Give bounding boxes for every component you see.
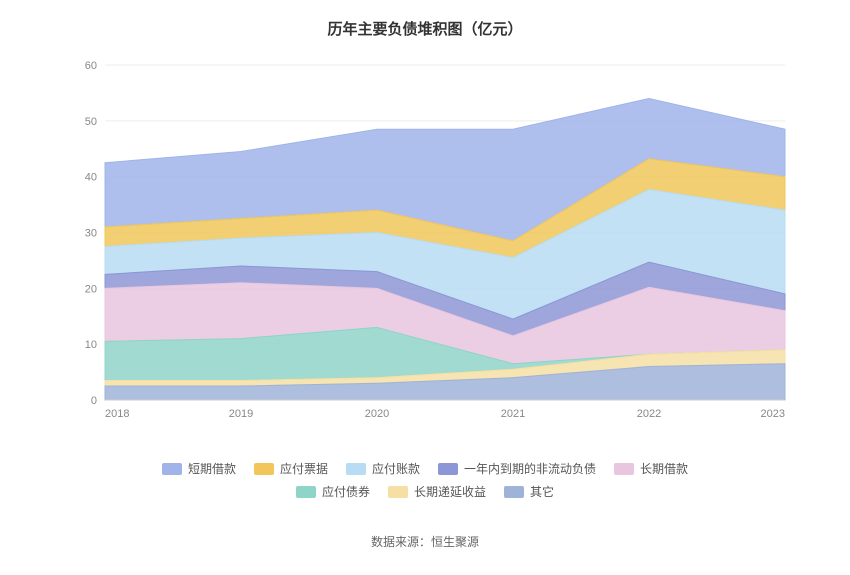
svg-text:2020: 2020 — [365, 408, 389, 420]
svg-text:0: 0 — [91, 395, 97, 407]
svg-text:20: 20 — [85, 283, 97, 295]
svg-text:50: 50 — [85, 116, 97, 128]
svg-text:60: 60 — [85, 60, 97, 72]
svg-text:2018: 2018 — [105, 408, 129, 420]
svg-text:40: 40 — [85, 172, 97, 184]
legend-item[interactable]: 应付债券 — [296, 483, 370, 500]
svg-text:10: 10 — [85, 339, 97, 351]
legend-label: 其它 — [530, 483, 554, 500]
svg-text:30: 30 — [85, 228, 97, 240]
legend-item[interactable]: 应付账款 — [346, 460, 420, 477]
legend-swatch — [438, 463, 458, 475]
legend-item[interactable]: 短期借款 — [162, 460, 236, 477]
svg-text:2021: 2021 — [501, 408, 525, 420]
legend-item[interactable]: 应付票据 — [254, 460, 328, 477]
data-source: 数据来源：恒生聚源 — [0, 533, 850, 550]
legend-item[interactable]: 其它 — [504, 483, 554, 500]
legend-swatch — [504, 486, 524, 498]
legend-label: 长期递延收益 — [414, 483, 486, 500]
legend-swatch — [296, 486, 316, 498]
stacked-area-chart: 0 10 20 30 40 50 60 2018 2019 2020 2021 2022 2023 — [75, 55, 795, 425]
svg-text:2019: 2019 — [229, 408, 253, 420]
legend-swatch — [162, 463, 182, 475]
svg-text:2022: 2022 — [637, 408, 661, 420]
legend-label: 应付债券 — [322, 483, 370, 500]
legend-label: 应付账款 — [372, 460, 420, 477]
legend-label: 长期借款 — [640, 460, 688, 477]
legend-item[interactable]: 长期借款 — [614, 460, 688, 477]
legend-item[interactable]: 一年内到期的非流动负债 — [438, 460, 596, 477]
legend-swatch — [614, 463, 634, 475]
chart-plot-area: 0 10 20 30 40 50 60 2018 2019 2020 2021 2022 2023 — [75, 55, 795, 425]
legend-swatch — [254, 463, 274, 475]
svg-text:2023: 2023 — [761, 408, 785, 420]
legend-swatch — [388, 486, 408, 498]
legend: 短期借款 应付票据 应付账款 一年内到期的非流动负债 长期借款应付债券 长期递延收益 其它 — [0, 460, 850, 500]
legend-label: 应付票据 — [280, 460, 328, 477]
chart-container: 历年主要负债堆积图（亿元） 0 10 20 30 40 50 60 2018 2019 2020 2… — [0, 0, 850, 575]
chart-title: 历年主要负债堆积图（亿元） — [0, 0, 850, 39]
legend-label: 短期借款 — [188, 460, 236, 477]
legend-swatch — [346, 463, 366, 475]
legend-label: 一年内到期的非流动负债 — [464, 460, 596, 477]
legend-item[interactable]: 长期递延收益 — [388, 483, 486, 500]
